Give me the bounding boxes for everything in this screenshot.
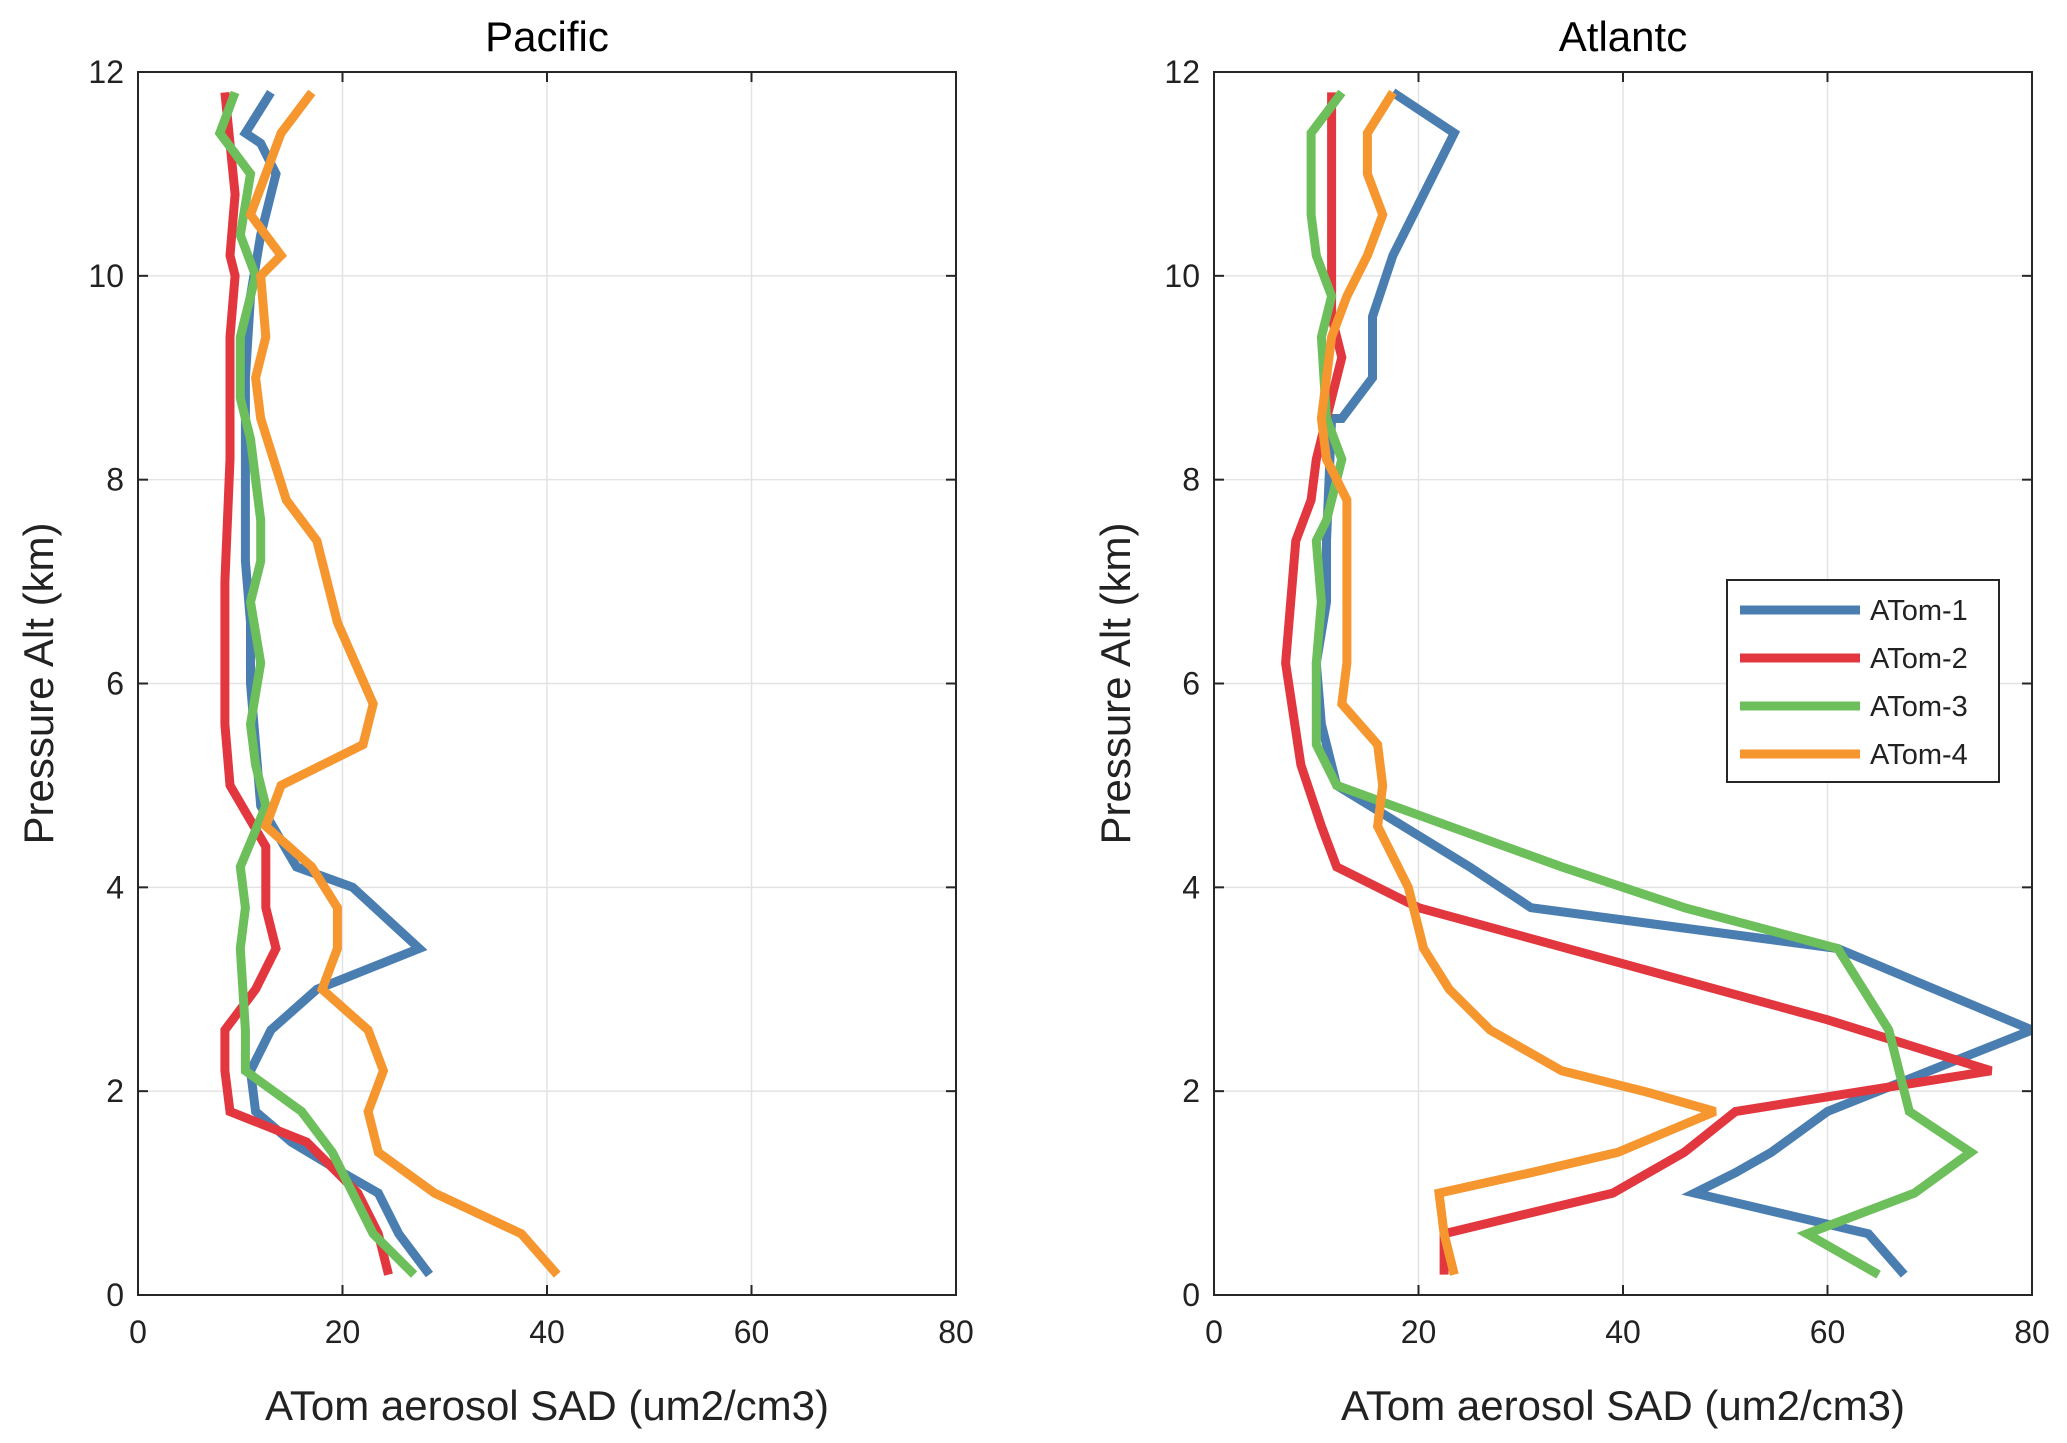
x-tick-label: 40 [529, 1314, 565, 1350]
legend-label: ATom-3 [1870, 691, 1968, 723]
y-tick-label: 4 [106, 869, 124, 905]
legend: ATom-1 ATom-2 ATom-3 ATom-4 [1726, 579, 2000, 783]
series-line-atom-3 [1306, 89, 1979, 1279]
x-tick-label: 20 [1401, 1314, 1437, 1350]
x-tick-label: 0 [1205, 1314, 1223, 1350]
legend-label: ATom-4 [1870, 739, 1968, 771]
legend-label: ATom-2 [1870, 643, 1968, 675]
y-axis-label: Pressure Alt (km) [15, 522, 62, 844]
x-tick-label: 80 [938, 1314, 974, 1350]
chart-pacific: Pacific 0 20 40 60 80 0 2 4 6 8 10 12 ATom aerosol … [15, 13, 974, 1429]
y-axis-label: Pressure Alt (km) [1092, 522, 1139, 844]
y-tick-label: 8 [1182, 462, 1200, 498]
y-tick-label: 4 [1182, 869, 1200, 905]
legend-label: ATom-1 [1870, 595, 1968, 627]
y-tick-label: 10 [1164, 258, 1200, 294]
y-tick-label: 2 [106, 1073, 124, 1109]
y-tick-label: 12 [1164, 54, 1200, 90]
y-tick-label: 6 [1182, 666, 1200, 702]
chart-atlantic: Atlantc 0 20 40 60 80 0 2 4 6 8 10 12 ATom aerosol … [1092, 13, 2050, 1429]
y-tick-label: 0 [1182, 1277, 1200, 1313]
series-line-atom-4 [245, 89, 561, 1278]
series-line-atom-3 [214, 90, 418, 1278]
series-line-atom-2 [220, 91, 393, 1276]
chart-title: Atlantc [1559, 13, 1687, 60]
series-line-atom-2 [1281, 92, 1993, 1275]
x-tick-label: 40 [1605, 1314, 1641, 1350]
x-tick-label: 20 [325, 1314, 361, 1350]
x-axis-label: ATom aerosol SAD (um2/cm3) [1341, 1382, 1905, 1429]
y-tick-label: 2 [1182, 1073, 1200, 1109]
y-tick-label: 12 [88, 54, 124, 90]
series-line-atom-4 [1316, 90, 1717, 1276]
y-tick-label: 6 [106, 666, 124, 702]
x-tick-label: 60 [1810, 1314, 1846, 1350]
x-tick-label: 80 [2014, 1314, 2050, 1350]
chart-title: Pacific [485, 13, 609, 60]
y-tick-label: 8 [106, 462, 124, 498]
y-tick-label: 10 [88, 258, 124, 294]
x-tick-label: 0 [129, 1314, 147, 1350]
x-axis-label: ATom aerosol SAD (um2/cm3) [265, 1382, 829, 1429]
x-tick-label: 60 [734, 1314, 770, 1350]
y-tick-label: 0 [106, 1277, 124, 1313]
